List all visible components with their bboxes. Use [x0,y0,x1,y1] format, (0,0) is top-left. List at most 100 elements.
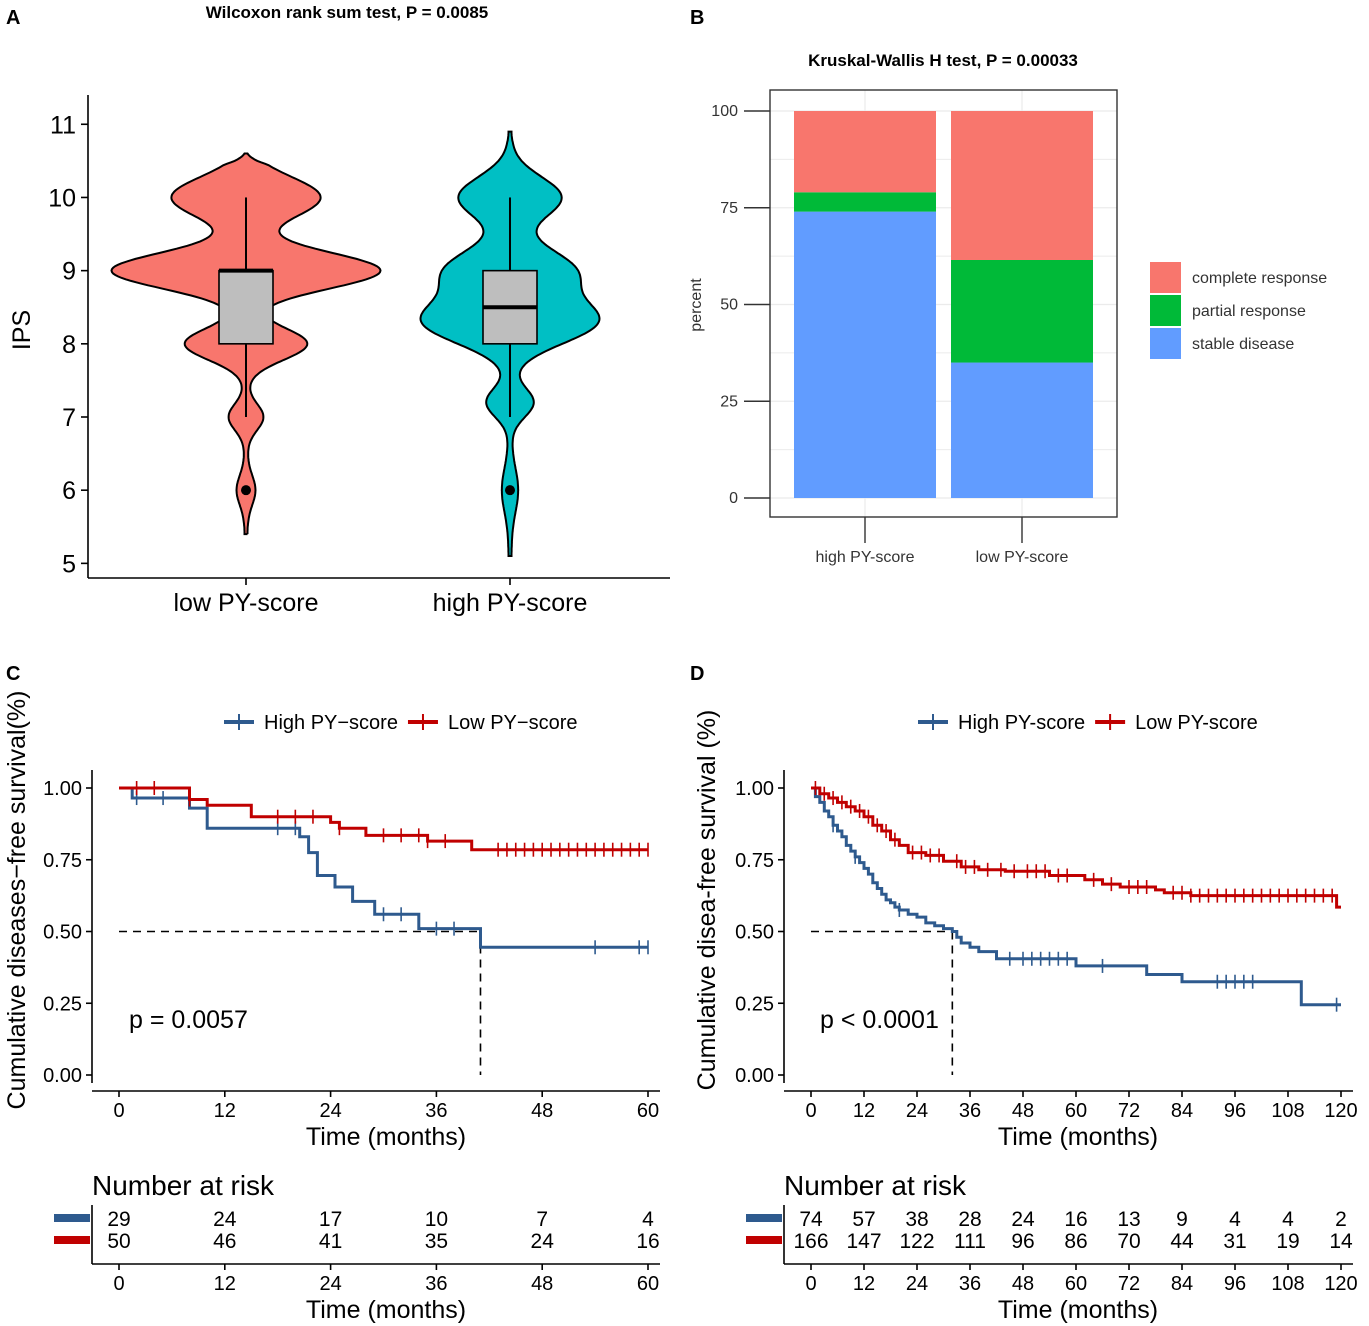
panel-d-x-tick-label: 0 [805,1100,816,1122]
panel-d-risk-value: 86 [1064,1230,1087,1253]
panel-d-risk-x-tick-label: 36 [959,1273,981,1295]
panel-d-pvalue: p < 0.0001 [820,1006,939,1034]
panel-d-risk-value: 111 [954,1230,986,1253]
panel-c-risk-value: 4 [642,1208,654,1231]
outlier-point [505,485,515,496]
panel-d-x-tick-label: 12 [853,1100,875,1122]
panel-d-x-tick-label: 84 [1171,1100,1193,1122]
bar-high-py-score-complete-response [794,111,936,193]
panel-d-risk-value: 38 [905,1208,928,1231]
panel-d-x-tick-label: 120 [1324,1100,1357,1122]
panel-c-x-tick-label: 0 [113,1100,124,1122]
panel-d-legend-label-low-py-score: Low PY-score [1135,712,1258,734]
bar-low-py-score-stable-disease [951,362,1093,498]
panel-d-y-tick-label: 0.75 [735,850,774,872]
panel-c-xlabel: Time (months) [306,1123,466,1151]
panel-d-risk-value: 16 [1064,1208,1087,1231]
panel-d-x-tick-label: 72 [1118,1100,1140,1122]
panel-d-risk-value: 166 [793,1230,828,1253]
panel-label-d: D [690,663,704,685]
panel-d-xlabel: Time (months) [998,1123,1158,1151]
panel-d-y-tick-label: 0.25 [735,993,774,1015]
panel-c-risk-value: 24 [531,1230,555,1253]
panel-d-risk-x-tick-label: 96 [1224,1273,1246,1295]
panel-a-y-tick-label: 10 [48,184,76,212]
panel-a-x-tick-label: high PY-score [433,589,588,617]
panel-a-y-tick-label: 8 [62,331,76,359]
panel-c-legend-label-high-py-score: High PY−score [264,712,398,734]
panel-d-risk-x-tick-label: 48 [1012,1273,1034,1295]
panel-d-risk-value: 28 [958,1208,981,1231]
panel-c-pvalue: p = 0.0057 [129,1006,248,1034]
panel-c-risk-value: 50 [107,1230,130,1253]
bar-low-py-score-complete-response [951,111,1093,260]
panel-d-risk-value: 147 [846,1230,881,1253]
panel-d-risk-value: 13 [1117,1208,1140,1231]
panel-d-risk-value: 31 [1223,1230,1246,1253]
panel-b-plot-border [769,89,1118,518]
panel-d-risk-xlabel: Time (months) [998,1296,1158,1324]
legend-swatch-stable-disease [1150,328,1181,359]
panel-d-x-tick-label: 48 [1012,1100,1034,1122]
panel-c-risk-title: Number at risk [92,1170,275,1201]
panel-c-x-tick-label: 36 [425,1100,447,1122]
panel-d-risk-value: 9 [1176,1208,1188,1231]
panel-c-y-tick-label: 0.75 [43,850,82,872]
panel-c-x-tick-label: 12 [214,1100,236,1122]
legend-label-complete-response: complete response [1192,270,1327,287]
panel-d-x-tick-label: 96 [1224,1100,1246,1122]
panel-c-risk-value: 24 [213,1208,237,1231]
panel-c-risk-value: 10 [425,1208,448,1231]
panel-d-risk-value: 74 [799,1208,823,1231]
panel-b-y-tick-label: 25 [720,393,738,410]
bar-low-py-score-partial-response [951,259,1093,363]
panel-c-risk-x-tick-label: 36 [425,1273,447,1295]
panel-a-y-tick-label: 9 [62,258,76,286]
panel-d-risk-value: 24 [1011,1208,1035,1231]
bar-high-py-score-partial-response [794,192,936,212]
panel-c-y-tick-label: 0.00 [43,1065,82,1087]
panel-d-x-tick-label: 60 [1065,1100,1087,1122]
panel-a-y-tick-label: 5 [62,550,76,578]
panel-c-risk-value: 35 [425,1230,448,1253]
panel-d-risk-x-tick-label: 108 [1271,1273,1304,1295]
bar-high-py-score-stable-disease [794,211,936,498]
panel-d-risk-x-tick-label: 60 [1065,1273,1087,1295]
panel-b-y-tick-label: 0 [729,490,738,507]
panel-d-x-tick-label: 24 [906,1100,928,1122]
panel-d-risk-x-tick-label: 0 [805,1273,816,1295]
panel-a-title: Wilcoxon rank sum test, P = 0.0085 [206,3,489,22]
panel-d-risk-value: 4 [1229,1208,1241,1231]
panel-d-survival-chart: Cumulative disea-free survival (%) Time … [693,710,1358,1324]
panel-d-risk-value: 2 [1335,1208,1347,1231]
legend-label-partial-response: partial response [1192,303,1306,320]
panel-a-ylabel: IPS [8,310,36,350]
panel-d-y-tick-label: 0.50 [735,922,774,944]
panel-d-risk-value: 70 [1117,1230,1140,1253]
legend-label-stable-disease: stable disease [1192,336,1294,353]
panel-b-y-tick-label: 50 [720,297,738,314]
outlier-point [241,485,251,496]
legend-swatch-partial-response [1150,295,1181,326]
panel-d-risk-value: 4 [1282,1208,1294,1231]
panel-a-x-tick-label: low PY-score [174,589,319,617]
panel-c-risk-x-tick-label: 12 [214,1273,236,1295]
panel-c-risk-value: 7 [536,1208,548,1231]
panel-c-curve-high-py-score [119,786,648,949]
panel-d-y-tick-label: 0.00 [735,1065,774,1087]
panel-d-risk-x-tick-label: 84 [1171,1273,1193,1295]
panel-c-ylabel: Cumulative diseases−free survival(%) [3,691,31,1110]
panel-label-c: C [6,663,20,685]
panel-d-ylabel: Cumulative disea-free survival (%) [693,710,721,1091]
panel-b-ylabel: percent [688,278,705,332]
panel-a-violin-chart: Wilcoxon rank sum test, P = 0.0085 IPS 5… [8,3,670,617]
panel-c-y-tick-label: 1.00 [43,778,82,800]
panel-d-curve-high-py-score [811,786,1341,1007]
panel-c-risk-value: 46 [213,1230,236,1253]
panel-d-risk-value: 96 [1011,1230,1034,1253]
panel-a-y-tick-label: 6 [62,477,76,505]
panel-c-x-tick-label: 60 [637,1100,659,1122]
panel-b-title: Kruskal-Wallis H test, P = 0.00033 [808,51,1078,70]
panel-c-risk-x-tick-label: 48 [531,1273,553,1295]
